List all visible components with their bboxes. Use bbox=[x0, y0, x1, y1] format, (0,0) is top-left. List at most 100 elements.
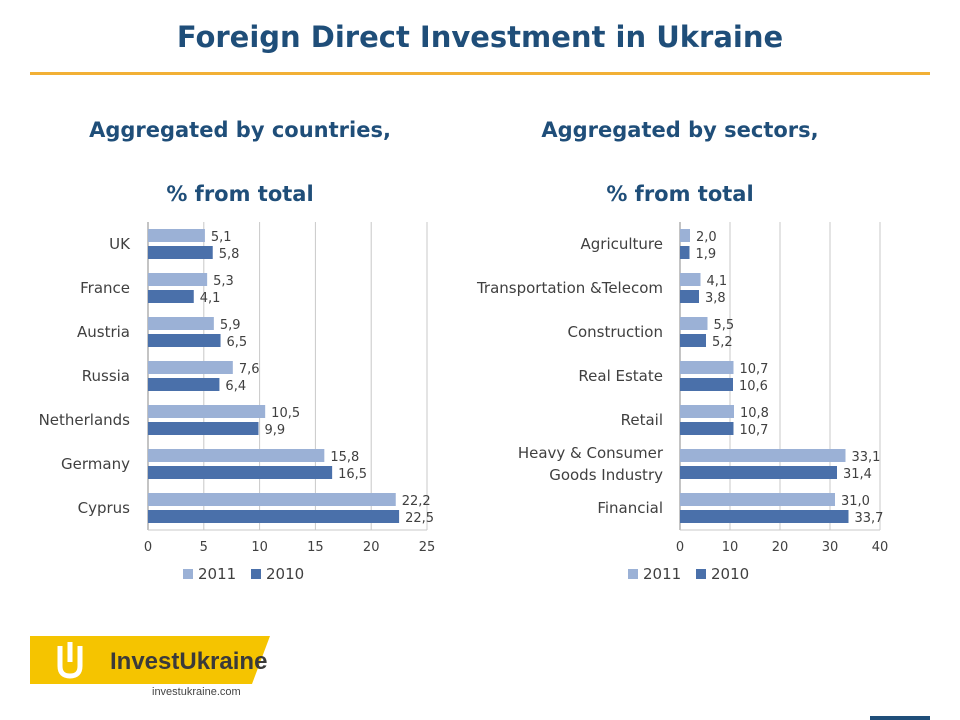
data-label: 5,9 bbox=[220, 318, 241, 333]
data-label: 33,7 bbox=[855, 511, 884, 526]
x-tick-label: 30 bbox=[822, 540, 839, 555]
data-label: 10,5 bbox=[271, 406, 300, 421]
x-tick-label: 20 bbox=[363, 540, 380, 555]
data-label: 1,9 bbox=[696, 247, 717, 262]
category-label: Retail bbox=[621, 411, 663, 429]
bar-2011 bbox=[680, 405, 734, 418]
data-label: 22,2 bbox=[402, 494, 431, 509]
x-tick-label: 10 bbox=[722, 540, 739, 555]
x-tick-label: 15 bbox=[307, 540, 324, 555]
legend-swatch-2011 bbox=[628, 569, 638, 579]
data-label: 7,6 bbox=[239, 362, 260, 377]
data-label: 5,2 bbox=[712, 335, 733, 350]
data-label: 33,1 bbox=[852, 450, 881, 465]
data-label: 4,1 bbox=[200, 291, 221, 306]
data-label: 5,5 bbox=[714, 318, 735, 333]
bar-2011 bbox=[148, 361, 233, 374]
x-tick-label: 0 bbox=[676, 540, 684, 555]
bar-2010 bbox=[680, 422, 734, 435]
category-label: France bbox=[80, 279, 130, 297]
data-label: 10,6 bbox=[739, 379, 768, 394]
x-tick-label: 5 bbox=[200, 540, 208, 555]
data-label: 31,4 bbox=[843, 467, 872, 482]
category-label: UK bbox=[109, 235, 131, 253]
bar-2011 bbox=[680, 273, 701, 286]
category-label: Russia bbox=[82, 367, 130, 385]
bar-2011 bbox=[148, 273, 208, 286]
data-label: 10,7 bbox=[740, 423, 769, 438]
data-label: 4,1 bbox=[707, 274, 728, 289]
legend-label: 2011 bbox=[198, 565, 236, 583]
x-tick-label: 40 bbox=[872, 540, 889, 555]
legend-label: 2010 bbox=[711, 565, 749, 583]
corner-accent bbox=[870, 716, 930, 720]
legend-swatch-2011 bbox=[183, 569, 193, 579]
logo-url: investukraine.com bbox=[152, 686, 241, 698]
bar-2011 bbox=[680, 449, 846, 462]
category-label: Austria bbox=[77, 323, 130, 341]
legend-swatch-2010 bbox=[251, 569, 261, 579]
bar-2011 bbox=[148, 229, 205, 242]
data-label: 5,1 bbox=[211, 230, 232, 245]
legend-label: 2011 bbox=[643, 565, 681, 583]
bar-2011 bbox=[680, 229, 690, 242]
bar-2010 bbox=[148, 466, 333, 479]
category-label: Cyprus bbox=[78, 499, 131, 517]
bar-2010 bbox=[680, 466, 837, 479]
investukraine-logo bbox=[30, 636, 270, 684]
x-tick-label: 0 bbox=[144, 540, 152, 555]
bar-2011 bbox=[148, 405, 266, 418]
bar-2010 bbox=[680, 378, 733, 391]
subtitle-line-1: Aggregated by countries, bbox=[89, 118, 391, 142]
data-label: 3,8 bbox=[705, 291, 726, 306]
x-tick-label: 10 bbox=[251, 540, 268, 555]
subtitle-line-2: % from total bbox=[166, 182, 314, 206]
legend-swatch-2010 bbox=[696, 569, 706, 579]
data-label: 10,8 bbox=[740, 406, 769, 421]
category-label: Real Estate bbox=[578, 367, 663, 385]
category-label: Financial bbox=[597, 499, 663, 517]
bar-2010 bbox=[148, 334, 221, 347]
x-tick-label: 25 bbox=[419, 540, 436, 555]
category-label: Transportation &Telecom bbox=[476, 279, 663, 297]
category-label: Agriculture bbox=[581, 235, 664, 253]
data-label: 15,8 bbox=[330, 450, 359, 465]
data-label: 9,9 bbox=[264, 423, 285, 438]
data-label: 31,0 bbox=[841, 494, 870, 509]
data-label: 16,5 bbox=[338, 467, 367, 482]
category-label: Germany bbox=[61, 455, 130, 473]
bar-2010 bbox=[680, 334, 706, 347]
logo-wordmark: InvestUkraine bbox=[110, 648, 267, 676]
category-label: Construction bbox=[567, 323, 663, 341]
page-title: Foreign Direct Investment in Ukraine bbox=[176, 20, 784, 54]
bar-2010 bbox=[680, 246, 690, 259]
bar-2011 bbox=[680, 493, 835, 506]
bar-2011 bbox=[148, 493, 396, 506]
category-label: Heavy & Consumer bbox=[518, 444, 664, 462]
subtitle-line-2: % from total bbox=[606, 182, 754, 206]
bar-2011 bbox=[148, 317, 214, 330]
data-label: 5,8 bbox=[219, 247, 240, 262]
data-label: 2,0 bbox=[696, 230, 717, 245]
logo-mark-icon bbox=[57, 642, 83, 679]
bar-2010 bbox=[680, 290, 699, 303]
data-label: 22,5 bbox=[405, 511, 434, 526]
category-label: Netherlands bbox=[39, 411, 131, 429]
title-divider bbox=[30, 72, 930, 75]
legend-label: 2010 bbox=[266, 565, 304, 583]
bar-2011 bbox=[680, 317, 708, 330]
bar-2010 bbox=[148, 422, 259, 435]
bar-2011 bbox=[680, 361, 734, 374]
bar-2010 bbox=[148, 246, 213, 259]
chart-subtitle-sectors: Aggregated by sectors, % from total bbox=[500, 98, 860, 226]
data-label: 10,7 bbox=[740, 362, 769, 377]
bar-2010 bbox=[148, 290, 194, 303]
bar-2010 bbox=[680, 510, 849, 523]
category-label: Goods Industry bbox=[549, 466, 663, 484]
data-label: 6,5 bbox=[227, 335, 248, 350]
x-tick-label: 20 bbox=[772, 540, 789, 555]
bar-2011 bbox=[148, 449, 325, 462]
subtitle-line-1: Aggregated by sectors, bbox=[541, 118, 819, 142]
logo-brand-1: Invest bbox=[110, 648, 180, 675]
bar-2010 bbox=[148, 510, 400, 523]
